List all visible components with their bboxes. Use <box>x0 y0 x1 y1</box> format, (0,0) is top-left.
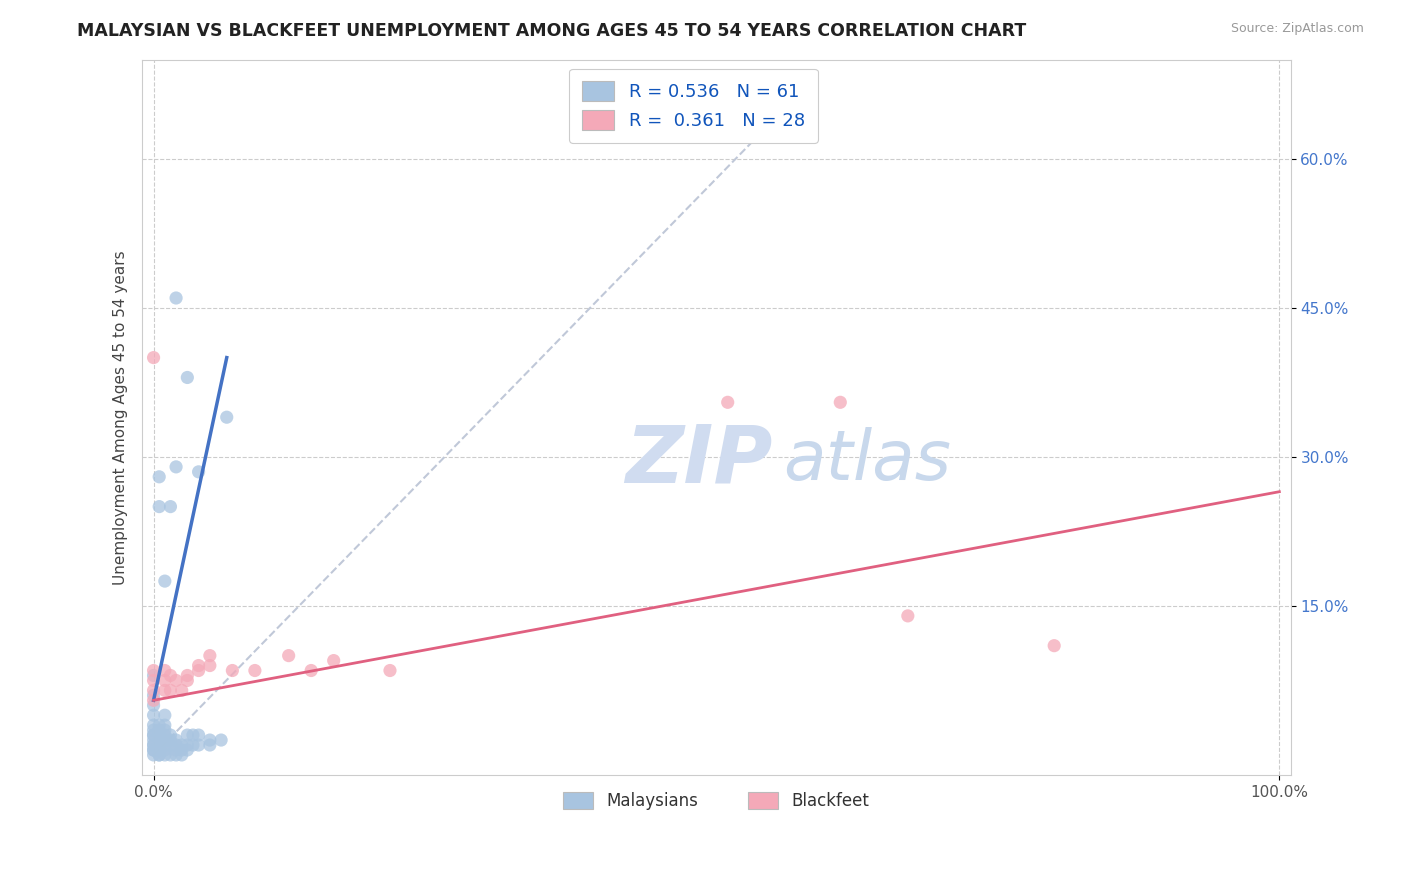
Point <box>148 747 170 762</box>
Text: MALAYSIAN VS BLACKFEET UNEMPLOYMENT AMONG AGES 45 TO 54 YEARS CORRELATION CHART: MALAYSIAN VS BLACKFEET UNEMPLOYMENT AMON… <box>77 22 1026 40</box>
Point <box>170 738 193 752</box>
Point <box>1043 639 1066 653</box>
Point <box>142 668 165 682</box>
Point <box>165 459 187 474</box>
Point <box>165 673 187 688</box>
Point <box>153 718 176 732</box>
Point <box>142 743 165 757</box>
Point <box>142 683 165 698</box>
Point <box>148 470 170 484</box>
Point <box>142 723 165 738</box>
Point <box>142 743 165 757</box>
Point <box>148 718 170 732</box>
Point <box>148 728 170 742</box>
Point <box>176 673 198 688</box>
Point <box>181 738 204 752</box>
Point <box>170 747 193 762</box>
Point <box>165 738 187 752</box>
Point <box>165 747 187 762</box>
Point <box>153 728 176 742</box>
Point <box>153 747 176 762</box>
Point <box>198 658 221 673</box>
Point <box>153 708 176 723</box>
Point <box>176 728 198 742</box>
Point <box>159 500 181 514</box>
Point <box>187 738 209 752</box>
Point <box>717 395 740 409</box>
Point <box>159 683 181 698</box>
Point <box>165 743 187 757</box>
Point <box>153 738 176 752</box>
Point <box>142 698 165 713</box>
Point <box>198 648 221 663</box>
Point <box>153 673 176 688</box>
Point <box>277 648 299 663</box>
Point <box>142 747 165 762</box>
Point <box>221 664 243 678</box>
Point <box>142 708 165 723</box>
Point <box>142 693 165 707</box>
Point <box>187 664 209 678</box>
Point <box>142 689 165 703</box>
Point <box>142 728 165 742</box>
Point <box>142 664 165 678</box>
Point <box>187 658 209 673</box>
Point <box>153 743 176 757</box>
Point <box>170 743 193 757</box>
Point <box>322 654 344 668</box>
Point <box>148 747 170 762</box>
Text: ZIP: ZIP <box>624 421 772 500</box>
Point <box>176 370 198 384</box>
Point <box>187 728 209 742</box>
Point <box>153 683 176 698</box>
Point <box>176 738 198 752</box>
Point <box>159 728 181 742</box>
Point <box>148 738 170 752</box>
Point <box>153 574 176 588</box>
Point <box>378 664 401 678</box>
Y-axis label: Unemployment Among Ages 45 to 54 years: Unemployment Among Ages 45 to 54 years <box>114 250 128 584</box>
Point <box>209 733 232 747</box>
Point <box>153 664 176 678</box>
Point <box>142 728 165 742</box>
Point <box>159 668 181 682</box>
Point <box>142 351 165 365</box>
Point <box>148 723 170 738</box>
Point <box>187 465 209 479</box>
Point <box>153 733 176 747</box>
Point <box>181 728 204 742</box>
Point <box>148 500 170 514</box>
Point <box>148 738 170 752</box>
Point <box>159 733 181 747</box>
Point <box>142 673 165 688</box>
Point <box>897 608 920 623</box>
Point <box>198 738 221 752</box>
Point <box>176 743 198 757</box>
Point <box>148 743 170 757</box>
Point <box>142 738 165 752</box>
Point <box>159 738 181 752</box>
Point <box>142 733 165 747</box>
Text: Source: ZipAtlas.com: Source: ZipAtlas.com <box>1230 22 1364 36</box>
Legend: Malaysians, Blackfeet: Malaysians, Blackfeet <box>557 785 876 816</box>
Point <box>165 733 187 747</box>
Point <box>159 747 181 762</box>
Point <box>148 733 170 747</box>
Point <box>165 291 187 305</box>
Point <box>170 683 193 698</box>
Point <box>142 738 165 752</box>
Point <box>299 664 322 678</box>
Point <box>142 718 165 732</box>
Point <box>198 733 221 747</box>
Text: atlas: atlas <box>783 426 950 493</box>
Point <box>243 664 266 678</box>
Point <box>215 410 238 425</box>
Point <box>176 668 198 682</box>
Point <box>153 723 176 738</box>
Point <box>830 395 852 409</box>
